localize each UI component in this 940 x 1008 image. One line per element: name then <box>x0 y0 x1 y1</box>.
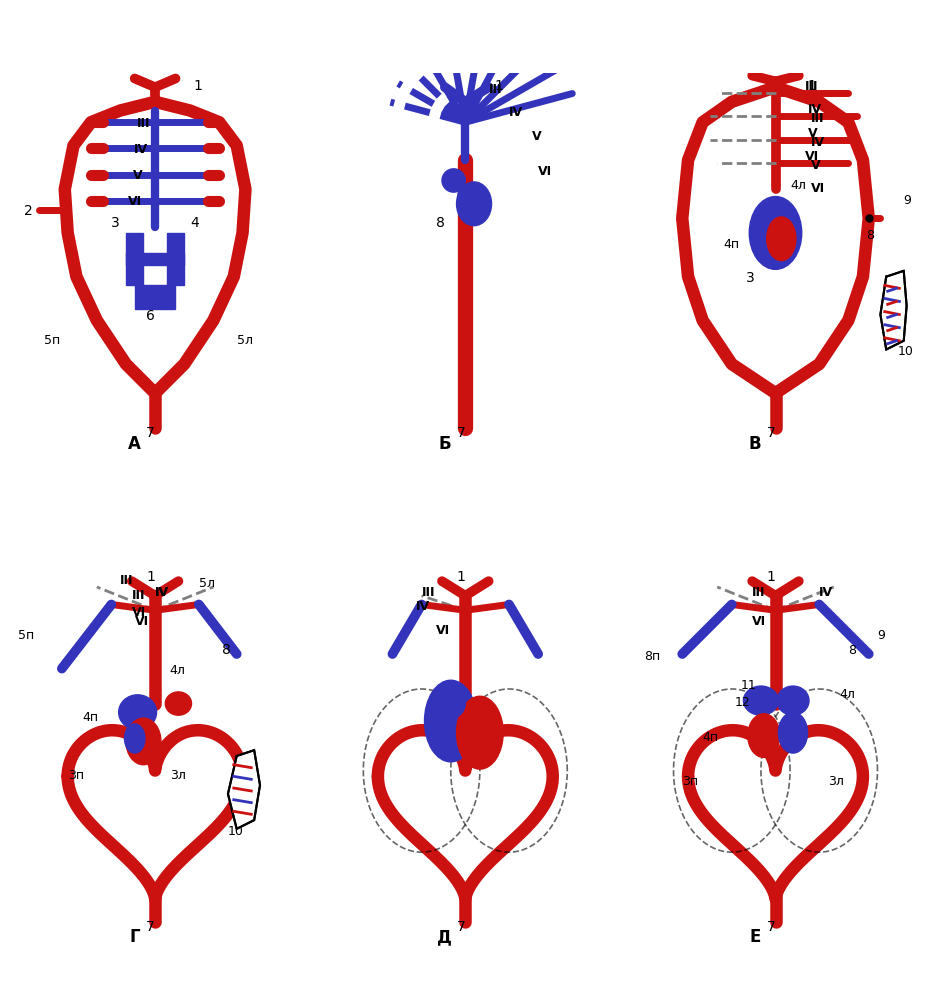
Polygon shape <box>228 750 260 829</box>
Text: 3п: 3п <box>68 769 84 782</box>
Text: 9: 9 <box>878 629 885 642</box>
Text: IV: IV <box>810 135 824 148</box>
Text: III: III <box>489 83 502 96</box>
Ellipse shape <box>457 182 492 226</box>
Text: 3п: 3п <box>682 775 698 788</box>
Text: 4: 4 <box>190 216 199 230</box>
Text: 1: 1 <box>494 80 503 93</box>
Ellipse shape <box>458 187 473 203</box>
Text: V: V <box>133 169 143 182</box>
Text: III: III <box>752 586 766 599</box>
Text: 8: 8 <box>436 216 445 230</box>
Text: VI: VI <box>134 615 149 628</box>
Text: 1: 1 <box>767 571 776 585</box>
Text: 6: 6 <box>147 309 155 324</box>
Text: 11: 11 <box>741 679 757 691</box>
Text: III: III <box>136 117 150 130</box>
Text: 3: 3 <box>746 271 755 285</box>
Polygon shape <box>126 253 184 265</box>
Text: V: V <box>810 159 820 171</box>
Text: VI: VI <box>752 615 766 628</box>
Text: Е: Е <box>749 928 760 947</box>
Ellipse shape <box>778 713 807 753</box>
Text: Б: Б <box>439 434 451 453</box>
Text: 7: 7 <box>457 426 465 439</box>
Ellipse shape <box>749 197 802 269</box>
Ellipse shape <box>457 697 503 769</box>
Text: 8п: 8п <box>645 650 661 663</box>
Text: 12: 12 <box>735 697 750 710</box>
Text: 5л: 5л <box>237 334 253 347</box>
Text: 1: 1 <box>807 80 817 93</box>
Text: V: V <box>808 127 818 140</box>
Text: 5л: 5л <box>199 577 215 590</box>
Text: 2: 2 <box>24 205 33 219</box>
Text: IV: IV <box>509 107 524 119</box>
Text: IV: IV <box>808 104 822 117</box>
Text: 4л: 4л <box>839 687 855 701</box>
Text: 1: 1 <box>457 571 465 585</box>
Ellipse shape <box>118 695 157 730</box>
Text: 7: 7 <box>457 920 465 933</box>
Text: 8: 8 <box>222 643 231 657</box>
Text: IV: IV <box>820 586 834 599</box>
Ellipse shape <box>165 691 192 716</box>
Text: 1: 1 <box>147 571 155 585</box>
Text: 10: 10 <box>898 346 914 358</box>
Ellipse shape <box>126 718 161 765</box>
Text: 4п: 4п <box>83 711 99 724</box>
Text: IV: IV <box>133 143 148 156</box>
Text: III: III <box>805 81 818 93</box>
Text: В: В <box>749 434 761 453</box>
Text: 7: 7 <box>147 920 155 933</box>
Text: 4л: 4л <box>170 664 185 677</box>
Text: 5п: 5п <box>44 334 60 347</box>
Text: 9: 9 <box>903 194 912 207</box>
Ellipse shape <box>748 714 780 757</box>
Text: 7: 7 <box>767 920 776 933</box>
Text: Г: Г <box>130 928 140 947</box>
Text: IV: IV <box>155 586 169 599</box>
Text: VI: VI <box>805 150 819 163</box>
Text: VI: VI <box>539 164 553 177</box>
Text: V: V <box>532 130 542 143</box>
Polygon shape <box>126 233 144 285</box>
Text: 4п: 4п <box>703 732 719 745</box>
Text: 8: 8 <box>848 644 856 657</box>
Text: 3л: 3л <box>828 775 844 788</box>
Text: А: А <box>128 434 141 453</box>
Text: 7: 7 <box>147 426 155 439</box>
Text: III: III <box>132 589 146 602</box>
Ellipse shape <box>442 168 465 193</box>
Text: III: III <box>810 112 824 125</box>
Text: 1: 1 <box>193 80 202 93</box>
Text: 3л: 3л <box>170 769 185 782</box>
Ellipse shape <box>777 686 809 716</box>
Text: 5п: 5п <box>18 629 35 642</box>
Text: 4п: 4п <box>723 238 739 251</box>
Ellipse shape <box>744 686 778 716</box>
Polygon shape <box>166 233 184 285</box>
Text: VI: VI <box>810 182 824 196</box>
Text: III: III <box>120 575 133 587</box>
Text: 8: 8 <box>866 229 874 242</box>
Polygon shape <box>134 285 176 308</box>
Text: Д: Д <box>437 928 452 947</box>
Text: 4л: 4л <box>790 179 806 193</box>
Ellipse shape <box>436 689 465 718</box>
Ellipse shape <box>425 680 477 762</box>
Text: VI: VI <box>128 196 142 209</box>
Text: IV: IV <box>155 586 169 599</box>
Text: III: III <box>422 586 435 599</box>
Text: VI: VI <box>436 624 450 637</box>
Polygon shape <box>881 271 906 350</box>
Ellipse shape <box>124 724 145 753</box>
Ellipse shape <box>767 217 796 261</box>
Text: 10: 10 <box>228 825 243 838</box>
Text: VI: VI <box>132 606 146 619</box>
Text: IV: IV <box>415 601 430 613</box>
Text: 3: 3 <box>112 216 120 230</box>
Text: 7: 7 <box>767 426 776 439</box>
